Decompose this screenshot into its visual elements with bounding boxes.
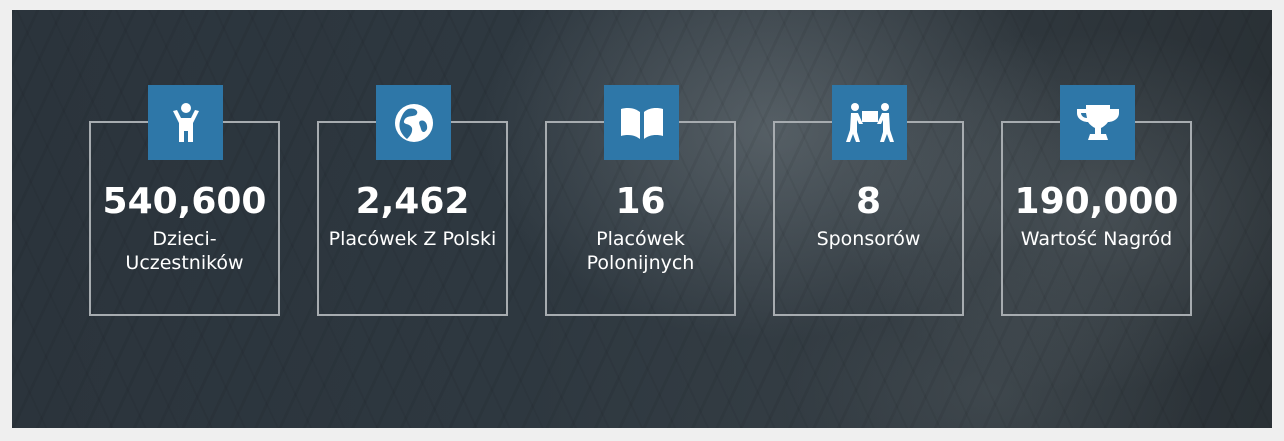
stat-value: 8	[855, 181, 882, 222]
stat-label: Wartość Nagród	[1020, 228, 1173, 250]
stat-label: Sponsorów	[816, 228, 921, 250]
stat-participants: 540,600 Dzieci-Uczestników	[89, 85, 280, 316]
stat-label: Placówek Z Polski	[328, 228, 497, 250]
stat-polonia-institutions: 16 Placówek Polonijnych	[545, 85, 736, 316]
stat-value: 2,462	[355, 181, 470, 222]
stat-value: 540,600	[102, 181, 267, 222]
child-icon	[148, 85, 223, 160]
stats-banner: 540,600 Dzieci-Uczestników 2,462 Placówe…	[12, 10, 1272, 428]
stat-sponsors: 8 Sponsorów	[773, 85, 964, 316]
trophy-icon	[1060, 85, 1135, 160]
stat-poland-institutions: 2,462 Placówek Z Polski	[317, 85, 508, 316]
stat-label: Placówek Polonijnych	[586, 228, 695, 274]
globe-icon	[376, 85, 451, 160]
stat-value: 16	[615, 181, 666, 222]
people-carry-icon	[832, 85, 907, 160]
book-icon	[604, 85, 679, 160]
stat-value: 190,000	[1014, 181, 1179, 222]
stat-prize-value: 190,000 Wartość Nagród	[1001, 85, 1192, 316]
stat-label: Dzieci-Uczestników	[125, 228, 244, 274]
